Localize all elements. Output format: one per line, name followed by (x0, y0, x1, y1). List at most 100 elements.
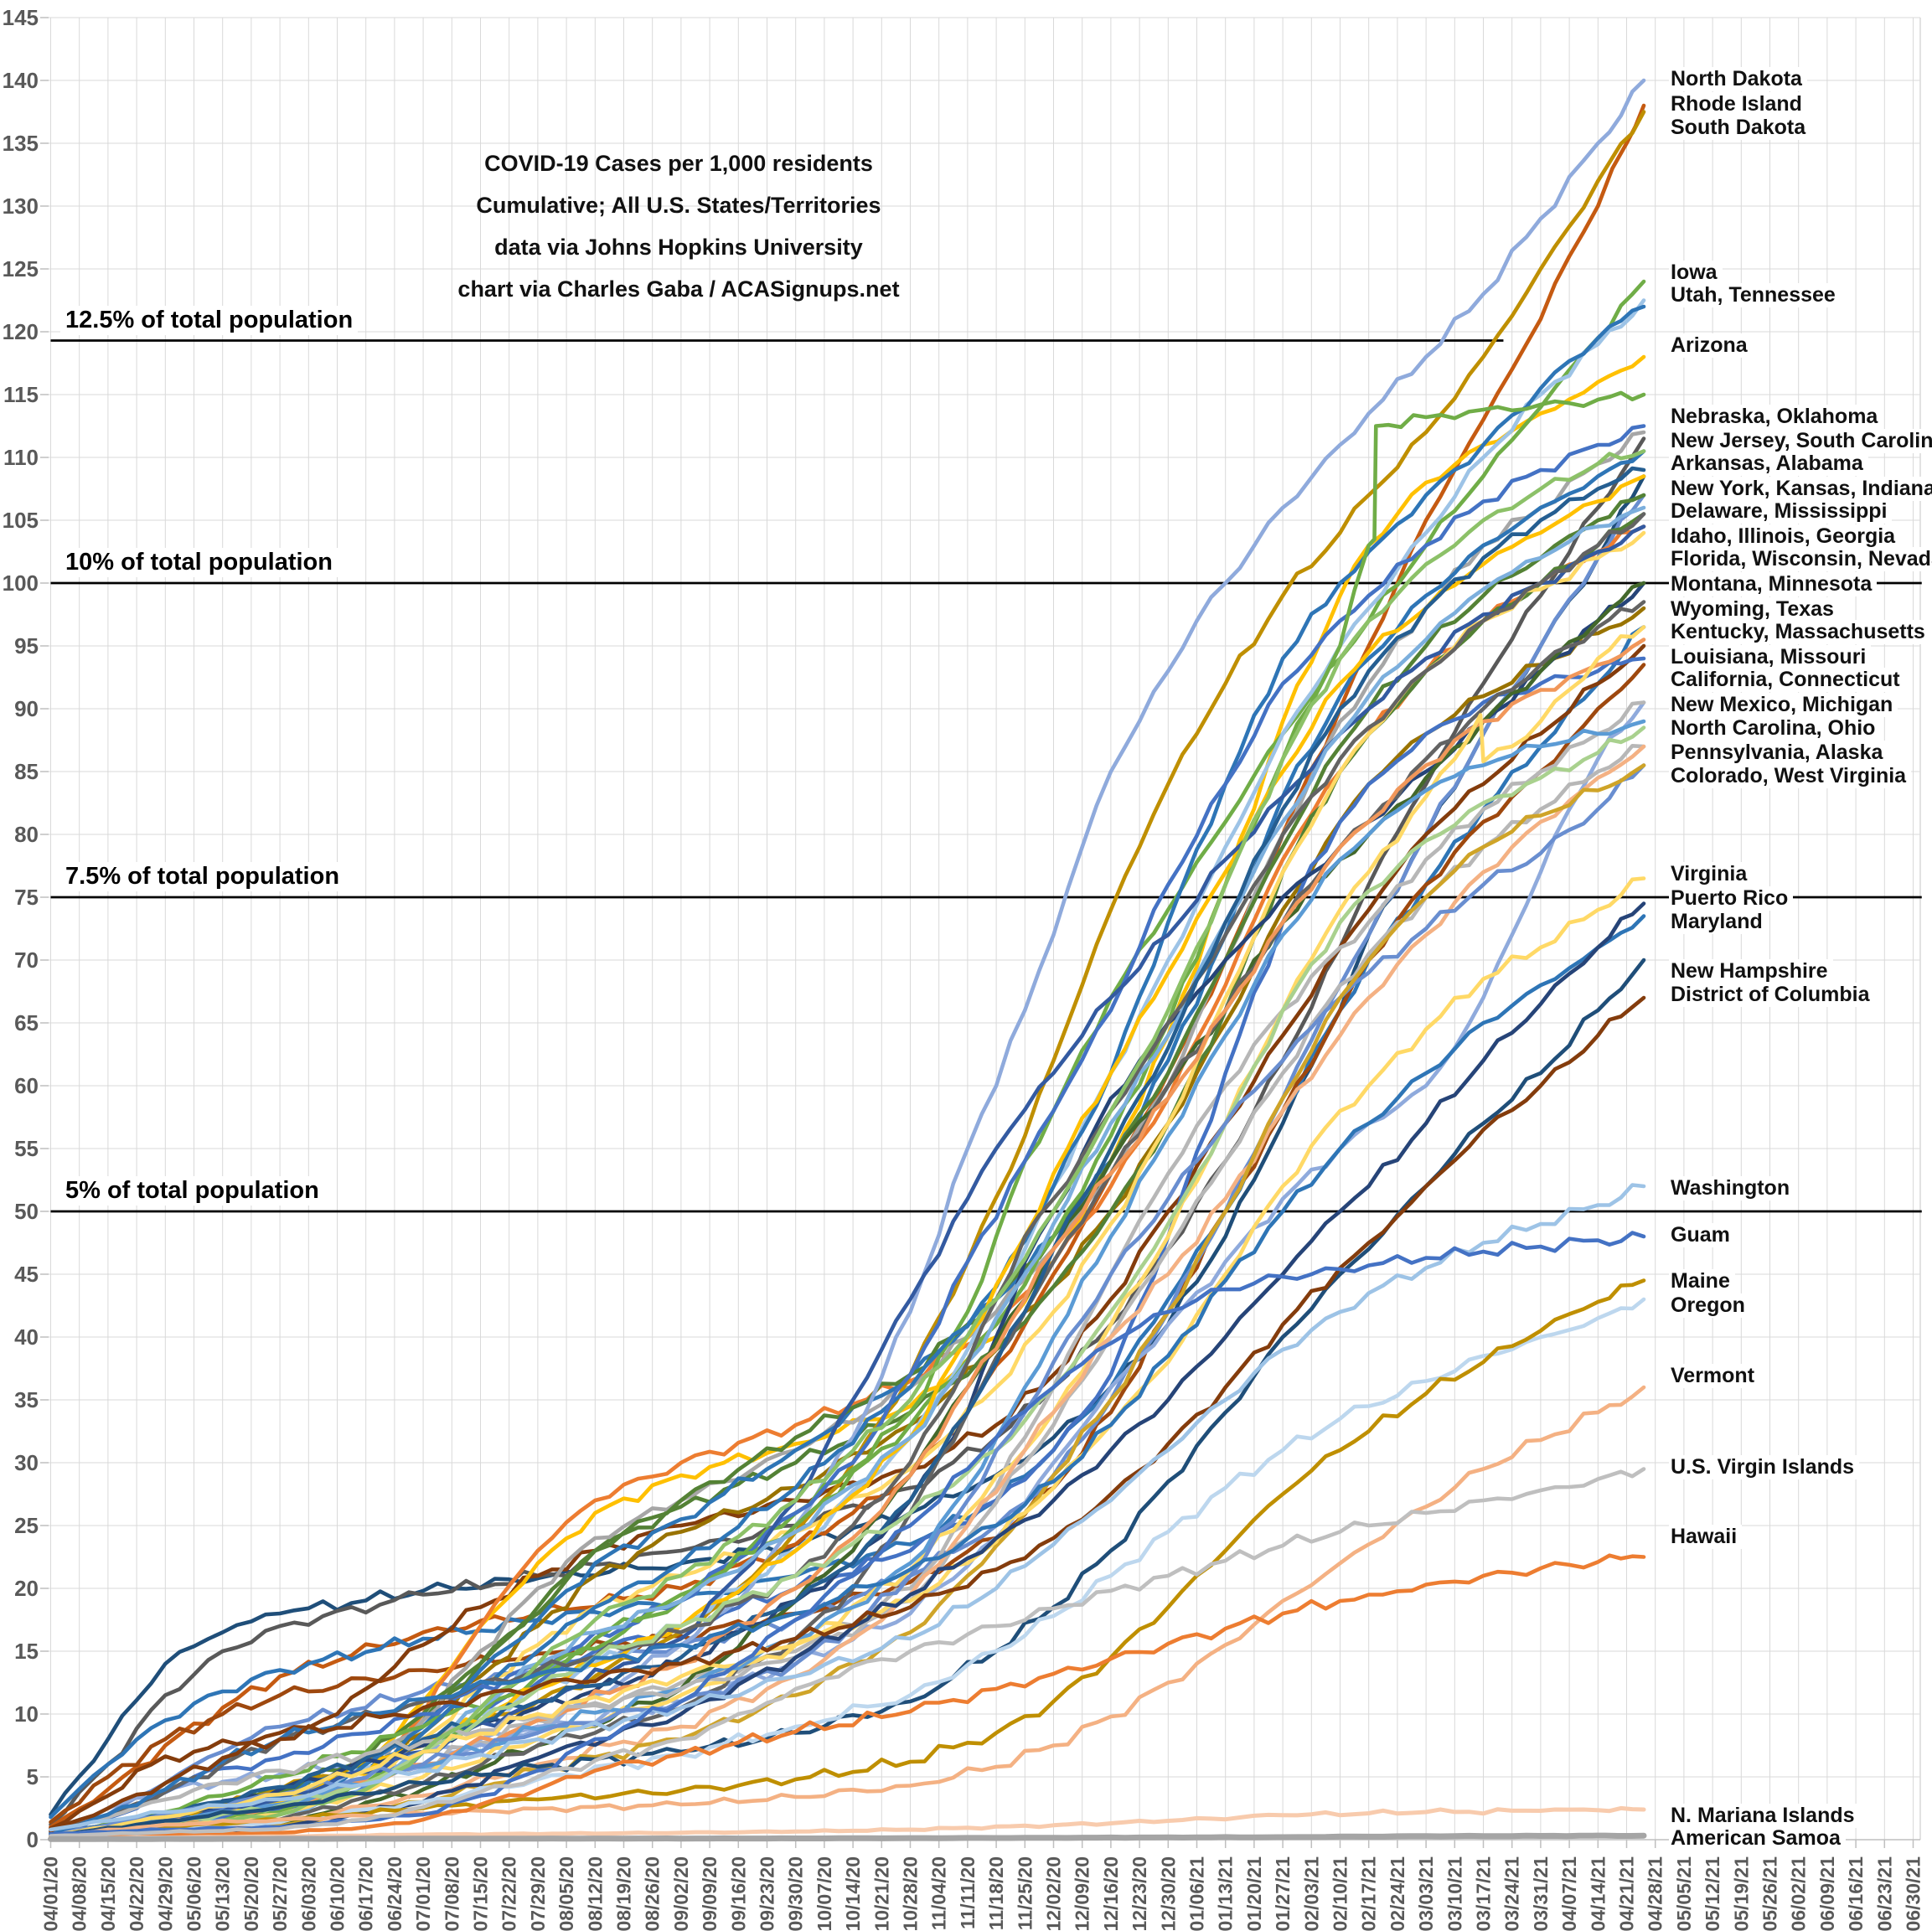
chart-title-line4: chart via Charles Gaba / ACASignups.net (457, 276, 900, 302)
end-label-idaho-illinois-georgia: Idaho, Illinois, Georgia (1669, 524, 1901, 549)
x-tick-label: 05/27/20 (269, 1856, 291, 1931)
end-label-maine: Maine (1669, 1269, 1735, 1293)
x-tick-label: 10/28/20 (900, 1856, 922, 1931)
end-label-new-hampshire: New Hampshire (1669, 958, 1833, 984)
x-tick-label: 10/21/20 (870, 1856, 892, 1931)
x-tick-label: 05/20/20 (240, 1856, 262, 1931)
x-tick-label: 04/21/21 (1616, 1856, 1638, 1931)
y-tick-label: 5 (27, 1764, 39, 1789)
axis-labels: 0 5 10 15 20 25 30 35 40 45 50 55 60 65 70 75 80 85 90 95 10… (3, 5, 1924, 1931)
x-tick-label: 06/17/20 (355, 1856, 377, 1931)
x-tick-label: 06/10/20 (327, 1856, 349, 1931)
chart-title-line3: data via Johns Hopkins University (494, 235, 863, 260)
x-tick-label: 12/09/20 (1072, 1856, 1093, 1931)
x-tick-label: 03/03/21 (1415, 1856, 1437, 1931)
end-label-kentucky-massachusetts: Kentucky, Massachusetts (1669, 619, 1930, 644)
y-tick-label: 20 (14, 1576, 39, 1601)
series-line-wyoming (49, 600, 1646, 1841)
end-label-u-s-virgin-islands: U.S. Virgin Islands (1669, 1455, 1860, 1479)
x-tick-label: 08/26/20 (642, 1856, 664, 1931)
end-label-new-york-kansas-indiana: New York, Kansas, Indiana (1669, 476, 1932, 501)
end-label-arkansas-alabama: Arkansas, Alabama (1669, 451, 1868, 476)
y-tick-label: 90 (14, 696, 39, 721)
series-line-virginia (49, 876, 1646, 1838)
y-tick-label: 30 (14, 1450, 39, 1475)
end-label-montana-minnesota: Montana, Minnesota (1669, 571, 1878, 596)
x-tick-label: 02/03/21 (1300, 1856, 1322, 1931)
series-line-pennsylvania (49, 744, 1646, 1837)
series-line-nebraska (49, 424, 1646, 1838)
end-label-oregon: Oregon (1669, 1293, 1750, 1318)
x-tick-label: 07/22/20 (498, 1856, 520, 1931)
y-tick-label: 35 (14, 1387, 39, 1412)
x-tick-label: 07/08/20 (441, 1856, 462, 1931)
y-tick-label: 75 (14, 885, 39, 910)
ref-label-7.5: 7.5% of total population (60, 862, 345, 891)
x-tick-label: 08/05/20 (555, 1856, 577, 1931)
x-tick-label: 07/15/20 (470, 1856, 492, 1931)
x-tick-label: 01/27/21 (1272, 1856, 1294, 1931)
y-tick-label: 125 (3, 256, 39, 281)
x-tick-label: 06/03/20 (297, 1856, 319, 1931)
end-label-maryland: Maryland (1669, 910, 1768, 934)
x-tick-label: 04/15/20 (97, 1856, 119, 1931)
x-tick-label: 10/14/20 (842, 1856, 864, 1931)
end-label-district-of-columbia: District of Columbia (1669, 983, 1875, 1007)
x-tick-label: 06/24/20 (384, 1856, 406, 1931)
x-tick-label: 08/19/20 (613, 1856, 635, 1931)
x-tick-label: 03/31/21 (1530, 1856, 1552, 1931)
end-label-nebraska-oklahoma: Nebraska, Oklahoma (1669, 405, 1883, 429)
chart-title-line2: Cumulative; All U.S. States/Territories (476, 193, 881, 218)
end-label-puerto-rico: Puerto Rico (1669, 885, 1794, 911)
series-line-maine (49, 1278, 1646, 1839)
x-tick-label: 01/13/21 (1215, 1856, 1237, 1931)
x-tick-label: 03/24/21 (1501, 1856, 1523, 1931)
ref-label-5: 5% of total population (60, 1176, 324, 1206)
x-tick-label: 03/17/21 (1473, 1856, 1495, 1931)
y-tick-label: 0 (27, 1827, 39, 1852)
x-tick-label: 12/23/20 (1129, 1856, 1150, 1931)
series-line-kansas (49, 474, 1646, 1838)
y-tick-label: 145 (3, 5, 39, 30)
end-label-iowa: Iowa (1669, 260, 1723, 285)
series-line-puerto-rico (49, 901, 1646, 1841)
series-line-maryland (49, 914, 1646, 1835)
x-tick-label: 04/07/21 (1558, 1856, 1580, 1931)
x-tick-label: 06/30/21 (1903, 1856, 1924, 1931)
y-tick-label: 115 (3, 382, 39, 407)
x-tick-label: 09/09/20 (699, 1856, 721, 1931)
end-label-vermont: Vermont (1669, 1363, 1760, 1388)
end-label-wyoming-texas: Wyoming, Texas (1669, 596, 1839, 622)
x-tick-label: 06/23/21 (1873, 1856, 1895, 1931)
x-tick-label: 02/24/21 (1387, 1856, 1408, 1931)
end-label-washington: Washington (1669, 1176, 1795, 1200)
x-tick-label: 06/09/21 (1816, 1856, 1838, 1931)
ref-label-12.5: 12.5% of total population (60, 305, 359, 335)
end-label-south-dakota: South Dakota (1669, 116, 1811, 140)
x-tick-label: 02/10/21 (1330, 1856, 1351, 1931)
y-tick-label: 50 (14, 1199, 39, 1224)
end-label-florida-wisconsin-nevada: Florida, Wisconsin, Nevada (1669, 546, 1932, 571)
end-label-north-dakota: North Dakota (1669, 66, 1807, 91)
series-line-connecticut (49, 663, 1646, 1825)
y-tick-label: 85 (14, 759, 39, 784)
x-tick-label: 04/28/21 (1645, 1856, 1666, 1931)
y-tick-label: 10 (14, 1701, 39, 1727)
y-tick-label: 100 (3, 571, 39, 596)
end-label-utah-tennessee: Utah, Tennessee (1669, 282, 1841, 307)
end-label-n-mariana-islands: N. Mariana Islands (1669, 1803, 1860, 1828)
y-tick-label: 65 (14, 1010, 39, 1035)
x-tick-label: 09/16/20 (727, 1856, 749, 1931)
x-tick-label: 12/02/20 (1043, 1856, 1065, 1931)
y-tick-label: 130 (3, 194, 39, 219)
x-tick-label: 11/11/20 (957, 1856, 979, 1929)
series-line-utah (49, 298, 1646, 1838)
y-tick-label: 95 (14, 633, 39, 658)
series-line-hawaii (49, 1553, 1646, 1840)
x-tick-label: 07/01/20 (412, 1856, 434, 1931)
x-tick-label: 11/25/20 (1014, 1856, 1036, 1930)
end-label-new-mexico-michigan: New Mexico, Michigan (1669, 692, 1898, 717)
end-label-delaware-mississippi: Delaware, Mississippi (1669, 498, 1893, 524)
